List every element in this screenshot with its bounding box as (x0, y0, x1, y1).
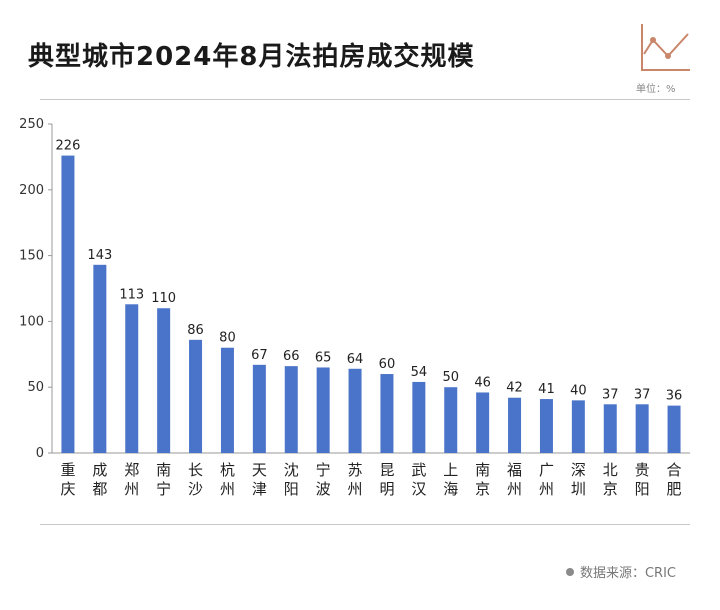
x-tick-label: 昆 (379, 461, 394, 479)
data-label: 67 (251, 348, 268, 363)
bar-4 (157, 308, 171, 453)
x-tick-label: 波 (316, 480, 331, 498)
bar-17 (571, 400, 585, 453)
x-tick-label: 沈 (284, 461, 299, 479)
bar-2 (93, 264, 107, 453)
x-tick-label: 成 (92, 461, 107, 479)
bullet-dot-icon (565, 567, 574, 576)
data-label: 66 (283, 349, 300, 364)
y-tick-label: 200 (19, 183, 44, 198)
chart-title: 典型城市2024年8月法拍房成交规模 (28, 42, 475, 72)
x-tick-label: 津 (252, 480, 267, 498)
bar-7 (252, 364, 266, 453)
bar-11 (380, 374, 394, 453)
x-tick-label: 福 (507, 461, 522, 479)
top-divider (40, 99, 690, 100)
bar-12 (412, 381, 426, 453)
x-tick-label: 州 (539, 480, 554, 498)
x-tick-label: 广 (539, 461, 554, 479)
x-tick-label: 都 (92, 480, 107, 498)
data-label: 60 (379, 357, 396, 372)
y-tick-label: 100 (19, 314, 44, 329)
x-tick-label: 杭 (220, 461, 235, 479)
x-tick-label: 州 (507, 480, 522, 498)
data-label: 110 (151, 291, 176, 306)
x-tick-label: 州 (220, 480, 235, 498)
bar-9 (316, 367, 330, 453)
x-tick-label: 宁 (316, 461, 331, 479)
x-tick-label: 州 (348, 480, 363, 498)
x-tick-label: 南 (475, 461, 490, 479)
x-tick-label: 圳 (571, 480, 586, 498)
x-tick-label: 宁 (156, 480, 171, 498)
x-tick-label: 武 (411, 461, 426, 479)
x-tick-label: 州 (124, 480, 139, 498)
data-label: 226 (56, 139, 81, 154)
x-tick-label: 京 (603, 480, 618, 498)
x-tick-label: 上 (443, 461, 458, 479)
bar-20 (667, 405, 681, 453)
data-label: 80 (219, 331, 236, 346)
bar-15 (508, 397, 522, 453)
x-tick-label: 汉 (411, 480, 426, 498)
y-tick-label: 50 (27, 380, 44, 395)
bar-8 (284, 366, 298, 453)
bar-19 (635, 404, 649, 453)
x-tick-label: 长 (188, 461, 203, 479)
x-tick-label: 天 (252, 461, 267, 479)
data-label: 143 (87, 248, 112, 263)
x-tick-label: 庆 (60, 480, 75, 498)
data-label: 41 (538, 382, 555, 397)
data-label: 40 (570, 383, 587, 398)
bar-1 (61, 155, 75, 454)
y-tick-label: 0 (36, 446, 44, 461)
data-label: 36 (666, 389, 683, 404)
bar-14 (476, 392, 490, 453)
x-tick-label: 深 (571, 461, 586, 479)
x-tick-label: 重 (60, 461, 75, 479)
data-label: 54 (411, 365, 428, 380)
data-label: 46 (474, 375, 491, 390)
x-tick-label: 海 (443, 480, 458, 498)
x-tick-label: 肥 (667, 480, 682, 498)
bar-6 (220, 347, 234, 453)
x-tick-label: 南 (156, 461, 171, 479)
y-tick-label: 150 (19, 249, 44, 264)
data-label: 65 (315, 350, 332, 365)
bar-10 (348, 368, 362, 453)
unit-label: 单位：% (636, 84, 676, 95)
x-tick-label: 合 (667, 461, 682, 479)
bar-18 (603, 404, 617, 453)
x-tick-label: 明 (379, 480, 394, 498)
data-label: 37 (634, 387, 651, 402)
x-tick-label: 贵 (635, 461, 650, 479)
data-label: 113 (119, 287, 144, 302)
data-label: 86 (187, 323, 204, 338)
y-tick-label: 250 (19, 117, 44, 132)
line-chart-logo-icon (641, 24, 690, 71)
data-label: 64 (347, 352, 364, 367)
x-tick-label: 北 (603, 461, 618, 479)
bottom-divider (40, 524, 690, 525)
x-tick-label: 阳 (635, 480, 650, 498)
bar-13 (444, 387, 458, 453)
bar-16 (539, 399, 553, 453)
source-label: 数据来源：CRIC (579, 566, 676, 581)
x-tick-label: 沙 (188, 480, 203, 498)
x-tick-label: 京 (475, 480, 490, 498)
x-tick-label: 苏 (348, 461, 363, 479)
data-label: 37 (602, 387, 619, 402)
bar-chart: 050100150200250226重庆143成都113郑州110南宁86长沙8… (19, 117, 690, 498)
x-tick-label: 阳 (284, 480, 299, 498)
data-label: 50 (442, 370, 459, 385)
bar-5 (189, 339, 203, 453)
source-note: 数据来源：CRIC (565, 562, 676, 581)
data-label: 42 (506, 381, 523, 396)
bar-3 (125, 304, 139, 453)
x-tick-label: 郑 (124, 461, 139, 479)
